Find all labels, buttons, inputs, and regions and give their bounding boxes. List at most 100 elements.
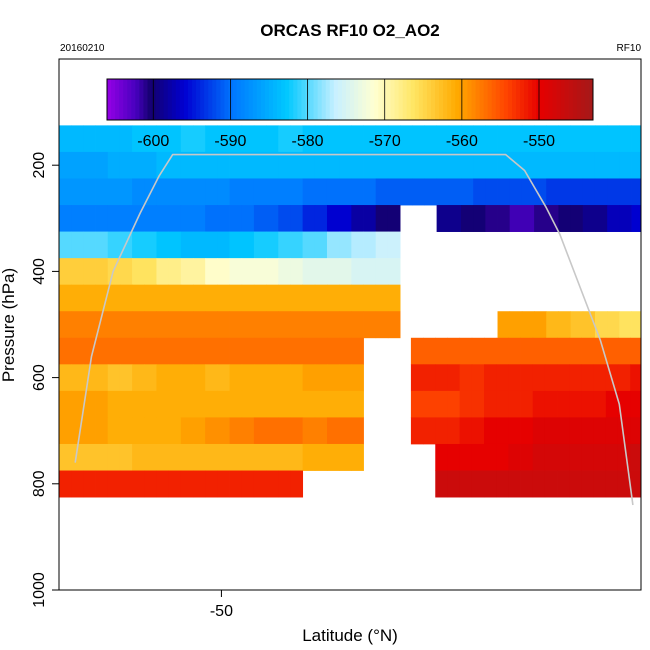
colorbar-segment	[123, 79, 128, 120]
heatmap-cell	[473, 151, 486, 179]
heatmap-cell	[508, 470, 521, 498]
heatmap-cell	[497, 178, 511, 206]
heatmap-cell	[229, 364, 243, 392]
heatmap-cell	[363, 231, 377, 259]
heatmap-cell	[180, 443, 194, 471]
heatmap-cell	[460, 178, 474, 206]
heatmap-cell	[363, 258, 377, 286]
heatmap-cell	[71, 311, 84, 339]
heatmap-cell	[363, 151, 377, 179]
heatmap-cell	[193, 337, 206, 365]
heatmap-cell	[339, 284, 352, 312]
heatmap-cell	[351, 311, 364, 339]
y-tick-label: 1000	[31, 572, 48, 608]
heatmap-cell	[497, 151, 511, 179]
heatmap-cell	[339, 443, 352, 471]
colorbar-segment	[544, 79, 549, 120]
heatmap-cell	[520, 337, 534, 365]
heatmap-cell	[607, 205, 620, 232]
heatmap-cell	[447, 443, 461, 471]
heatmap-cell	[193, 151, 206, 179]
colorbar-segment	[236, 79, 242, 120]
heatmap-cell	[593, 443, 607, 471]
heatmap-cell	[619, 178, 632, 206]
heatmap-cell	[569, 337, 582, 365]
heatmap-cell	[447, 337, 461, 365]
heatmap-cell	[617, 417, 631, 445]
heatmap-cell	[266, 258, 279, 286]
heatmap-cell	[180, 364, 194, 392]
heatmap-cell	[107, 125, 121, 153]
colorbar-segment	[443, 79, 448, 120]
date-label: 20160210	[60, 43, 105, 54]
heatmap-cell	[484, 470, 497, 498]
colorbar-segment	[252, 79, 258, 120]
heatmap-cell	[180, 390, 194, 418]
heatmap-cell	[448, 151, 462, 179]
y-tick-label: 800	[31, 470, 48, 497]
colorbar-segment	[196, 79, 201, 120]
colorbar-segment	[426, 79, 432, 120]
heatmap-cell	[314, 390, 328, 418]
heatmap-cell	[107, 284, 121, 312]
colorbar-segment	[232, 79, 238, 120]
heatmap-cell	[520, 470, 534, 498]
colorbar-segment	[479, 79, 485, 120]
heatmap-cell	[447, 470, 461, 498]
heatmap-cell	[410, 390, 424, 418]
heatmap-cell	[569, 417, 582, 445]
heatmap-cell	[508, 364, 521, 392]
heatmap-cell	[168, 151, 182, 179]
heatmap-cell	[630, 470, 642, 498]
x-axis: -50	[210, 590, 233, 620]
colorbar-segment	[524, 79, 529, 120]
colorbar-segment	[362, 79, 367, 120]
heatmap-cell	[241, 258, 255, 286]
heatmap-cell	[302, 311, 316, 339]
heatmap-cell	[217, 178, 230, 206]
heatmap-cell	[314, 417, 328, 445]
colorbar-frame	[106, 78, 594, 121]
colorbar-tick-label: -590	[214, 133, 246, 150]
colorbar-segment	[147, 79, 153, 120]
heatmap-cell	[168, 443, 182, 471]
heatmap-cell	[509, 151, 523, 179]
heatmap-cell	[193, 125, 206, 153]
heatmap-cell	[619, 205, 632, 232]
heatmap-cell	[193, 443, 206, 471]
colorbar-segment	[163, 79, 169, 120]
heatmap-cell	[278, 284, 291, 312]
heatmap-cell	[241, 205, 255, 232]
y-tick-label: 600	[31, 364, 48, 391]
colorbar-segment	[350, 79, 355, 120]
heatmap-cell	[351, 284, 364, 312]
heatmap-cell	[387, 231, 401, 259]
heatmap-cell	[509, 125, 523, 153]
heatmap-cell	[59, 470, 72, 498]
heatmap-cell	[546, 151, 559, 179]
heatmap-cell	[569, 364, 582, 392]
colorbar-segment	[220, 79, 225, 120]
heatmap-cell	[266, 178, 279, 206]
colorbar-segment	[414, 79, 420, 120]
y-axis-label: Pressure (hPa)	[0, 268, 18, 382]
heatmap-cell	[290, 205, 304, 232]
heatmap-cell	[607, 151, 620, 179]
heatmap-cell	[144, 205, 157, 232]
heatmap-cell	[460, 151, 474, 179]
heatmap-cell	[95, 443, 109, 471]
heatmap-cell	[605, 443, 619, 471]
heatmap-cell	[278, 417, 291, 445]
heatmap-cell	[217, 390, 230, 418]
colorbar-segment	[467, 79, 472, 120]
heatmap-cell	[448, 125, 462, 153]
heatmap-cell	[314, 364, 328, 392]
colorbar-segment	[556, 79, 562, 120]
heatmap-cell	[193, 470, 206, 498]
heatmap-cell	[83, 231, 96, 259]
heatmap-cell	[581, 470, 595, 498]
colorbar-segment	[435, 79, 440, 120]
heatmap-cell	[607, 125, 620, 153]
heatmap-cell	[387, 284, 401, 312]
